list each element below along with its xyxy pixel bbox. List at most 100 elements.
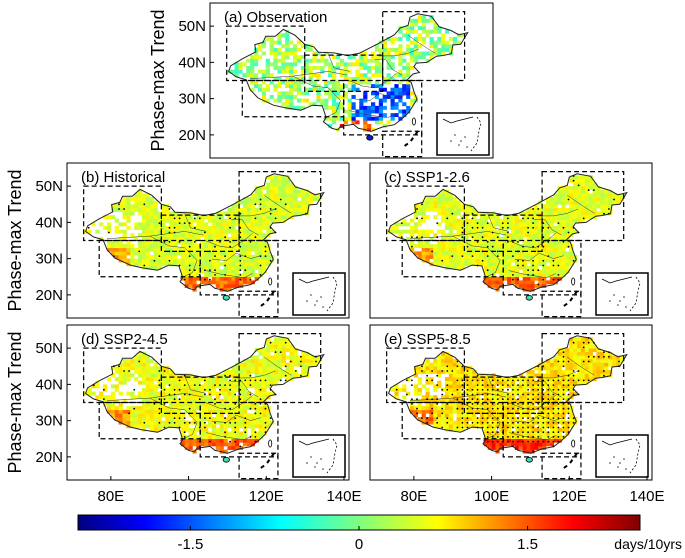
trend-cell <box>215 406 220 411</box>
trend-cell <box>472 424 477 429</box>
trend-cell <box>557 273 562 278</box>
significance-dot <box>193 384 196 386</box>
trend-cell <box>569 424 574 429</box>
trend-cell <box>542 366 547 371</box>
trend-cell <box>507 236 512 241</box>
trend-cell <box>192 402 197 407</box>
trend-cell <box>149 240 154 245</box>
trend-cell <box>254 431 259 436</box>
trend-cell <box>235 276 240 281</box>
trend-cell <box>145 380 151 385</box>
trend-cell <box>149 197 154 201</box>
significance-dot <box>244 417 247 419</box>
trend-cell <box>437 420 442 425</box>
trend-cell <box>526 398 531 403</box>
significance-dot <box>481 236 484 239</box>
trend-cell <box>429 51 434 56</box>
significance-dot <box>577 184 580 187</box>
trend-cell <box>184 438 189 443</box>
trend-cell <box>518 417 523 421</box>
trend-cell <box>382 55 387 60</box>
trend-cell <box>242 197 248 201</box>
significance-dot <box>249 379 252 382</box>
trend-cell <box>596 362 601 367</box>
trend-cell <box>452 380 457 385</box>
trend-cell <box>514 398 520 403</box>
trend-cell <box>553 247 558 252</box>
trend-cell <box>526 417 531 421</box>
trend-cell <box>452 258 457 263</box>
trend-cell <box>565 362 570 367</box>
trend-cell <box>227 215 232 220</box>
trend-cell <box>448 355 454 360</box>
trend-cell <box>503 222 508 227</box>
significance-dot <box>274 231 277 234</box>
trend-cell <box>242 402 248 407</box>
trend-cell <box>153 391 158 396</box>
significance-dot <box>512 407 514 410</box>
trend-cell <box>258 222 263 227</box>
trend-cell <box>464 373 469 378</box>
trend-cell <box>580 178 586 183</box>
trend-cell <box>138 369 143 374</box>
trend-cell <box>231 258 236 263</box>
significance-dot <box>163 426 166 429</box>
significance-dot <box>512 440 514 443</box>
trend-cell <box>153 417 158 421</box>
trend-cell <box>110 402 116 407</box>
trend-cell <box>456 417 461 421</box>
trend-cell <box>200 247 205 252</box>
trend-cell <box>569 207 574 212</box>
trend-cell <box>604 373 609 378</box>
trend-cell <box>444 211 450 216</box>
trend-cell <box>332 105 337 110</box>
trend-cell <box>557 211 562 216</box>
trend-cell <box>138 362 143 367</box>
province-border <box>184 375 207 394</box>
significance-dot <box>562 417 565 419</box>
trend-cell <box>296 40 302 45</box>
trend-cell <box>514 226 520 230</box>
trend-cell <box>219 233 224 238</box>
trend-cell <box>542 265 547 270</box>
trend-cell <box>196 215 201 220</box>
trend-cell <box>549 402 555 407</box>
trend-cell <box>277 80 282 85</box>
significance-dot <box>234 379 237 382</box>
trend-cell <box>277 186 283 191</box>
trend-cell <box>577 337 582 342</box>
trend-cell <box>596 200 601 205</box>
trend-cell <box>444 424 450 429</box>
trend-cell <box>522 269 527 274</box>
trend-cell <box>538 427 543 432</box>
trend-cell <box>138 247 143 252</box>
trend-cell <box>491 377 496 382</box>
significance-dot <box>259 398 262 401</box>
trend-cell <box>145 402 151 407</box>
trend-cell <box>254 73 259 78</box>
trend-cell <box>261 40 266 45</box>
trend-cell <box>250 273 255 278</box>
trend-cell <box>122 229 127 234</box>
trend-cell <box>495 236 500 241</box>
trend-cell <box>305 366 310 371</box>
trend-cell <box>596 204 601 209</box>
trend-cell <box>526 369 531 374</box>
significance-dot <box>512 274 514 276</box>
trend-cell <box>511 258 516 263</box>
trend-cell <box>437 409 442 414</box>
trend-cell <box>565 380 570 385</box>
trend-cell <box>262 402 267 407</box>
trend-cell <box>612 193 617 198</box>
trend-cell <box>332 120 337 125</box>
significance-dot <box>532 259 534 262</box>
trend-cell <box>402 51 407 56</box>
trend-cell <box>553 251 558 256</box>
trend-cell <box>592 362 597 367</box>
trend-cell <box>192 265 197 270</box>
trend-cell <box>406 26 411 31</box>
significance-dot <box>496 393 499 396</box>
trend-cell <box>242 424 248 429</box>
region-box <box>238 452 279 480</box>
trend-cell <box>242 218 248 223</box>
